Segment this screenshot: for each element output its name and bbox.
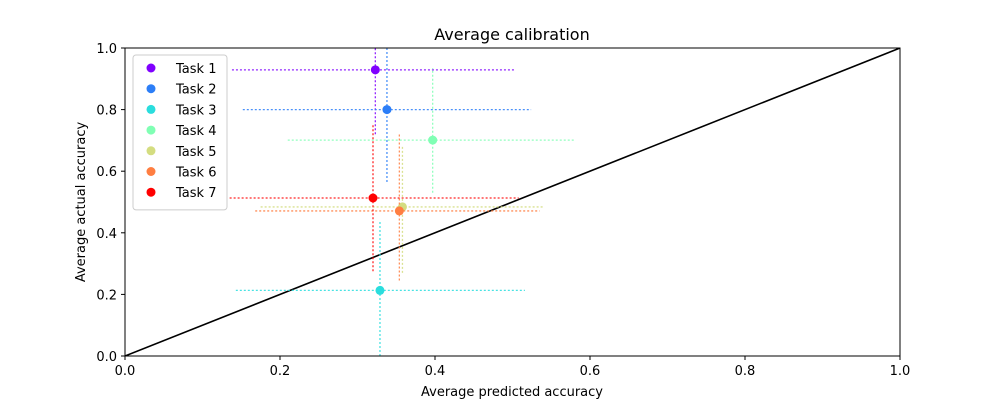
x-tick-label: 0.4 (425, 364, 446, 379)
reference-diagonal-line (125, 48, 900, 356)
legend: Task 1 Task 2 Task 3 Task 4 Task 5 Task 6 Task… (132, 54, 228, 211)
legend-marker (146, 167, 156, 176)
legend-box (132, 54, 228, 211)
legend-label: Task 1 (175, 62, 216, 77)
x-tick-label: 0.2 (270, 364, 291, 379)
y-tick-label: 0.6 (96, 165, 117, 180)
data-point (375, 285, 385, 295)
series-7 (229, 125, 519, 272)
y-tick-label: 0.4 (96, 227, 117, 242)
legend-label: Task 2 (175, 83, 216, 98)
series-1 (231, 48, 516, 135)
y-axis-label: Average actual accuracy (74, 122, 89, 283)
data-point (368, 193, 378, 203)
series-3 (235, 220, 525, 356)
legend-marker (146, 63, 156, 73)
axes-frame (124, 47, 901, 357)
legend-label: Task 7 (175, 186, 216, 201)
legend-marker (146, 146, 156, 156)
series-4 (287, 68, 575, 193)
x-tick-label: 0.0 (115, 364, 136, 379)
chart-title: Average calibration (434, 25, 589, 44)
series-6 (255, 134, 540, 281)
legend-label: Task 4 (175, 124, 216, 139)
data-group (125, 48, 900, 356)
data-point (394, 206, 404, 216)
y-tick-label: 1.0 (96, 42, 117, 57)
data-point (428, 135, 438, 145)
legend-marker (146, 104, 156, 114)
x-tick-label: 0.6 (580, 364, 601, 379)
plot-area: 0.0 0.2 0.4 0.6 0.8 1.0 0.0 0.2 0.4 0.6 0.8 1.0 (96, 42, 910, 379)
legend-marker (146, 187, 156, 197)
series-2 (242, 48, 532, 182)
x-tick-label: 0.8 (735, 364, 756, 379)
legend-marker (146, 84, 156, 94)
y-tick-label: 0.8 (96, 104, 117, 119)
legend-label: Task 3 (175, 103, 216, 118)
legend-marker (146, 125, 156, 135)
data-point (382, 105, 392, 115)
data-point (370, 65, 380, 75)
y-tick-label: 0.0 (96, 350, 117, 365)
x-tick-label: 1.0 (890, 364, 911, 379)
legend-label: Task 5 (175, 145, 216, 160)
legend-label: Task 6 (175, 166, 216, 181)
y-tick-label: 0.2 (96, 288, 117, 303)
x-axis-label: Average predicted accuracy (421, 385, 603, 400)
